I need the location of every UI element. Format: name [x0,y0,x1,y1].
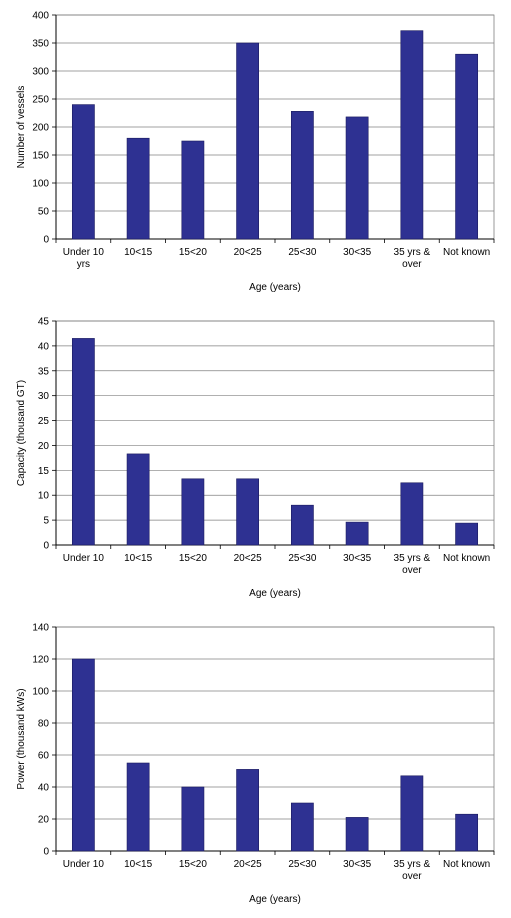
x-tick-label: over [402,565,422,576]
bar [236,769,260,852]
y-tick-label: 15 [38,466,50,477]
x-tick-label: over [402,259,422,270]
bar [455,522,479,546]
plot-area [55,626,495,852]
x-tick-label: over [402,871,422,882]
y-tick-label: 25 [38,416,50,427]
x-tick-label: Under 10 [63,247,105,258]
x-tick-label: 20<25 [234,247,263,258]
y-tick-label: 400 [32,11,49,22]
bar [126,137,150,240]
bar [455,813,479,852]
x-tick-label: 20<25 [234,859,263,870]
y-tick-label: 100 [32,179,49,190]
y-tick-label: 150 [32,151,49,162]
bar [126,762,150,852]
bar [345,116,369,240]
x-tick-label: 10<15 [124,859,153,870]
y-tick-label: 40 [38,783,50,794]
x-axis-title: Age (years) [249,588,301,599]
x-tick-label: 30<35 [343,553,372,564]
y-tick-label: 45 [38,317,50,328]
y-tick-label: 80 [38,719,50,730]
x-tick-label: Not known [443,859,490,870]
x-tick-label: 35 yrs & [394,859,431,870]
x-tick-label: 10<15 [124,247,153,258]
bar [126,453,150,546]
x-tick-label: 35 yrs & [394,553,431,564]
bar [71,658,95,852]
bar [400,482,424,546]
y-tick-label: 35 [38,366,50,377]
y-tick-label: 200 [32,123,49,134]
y-tick-label: 100 [32,687,49,698]
y-tick-label: 120 [32,655,49,666]
x-tick-label: Under 10 [63,859,105,870]
bar [345,521,369,546]
x-tick-label: Not known [443,553,490,564]
x-tick-label: 20<25 [234,553,263,564]
bar [181,478,205,546]
bar [236,478,260,546]
y-tick-label: 5 [43,516,49,527]
bar [236,42,260,240]
y-axis-title: Capacity (thousand GT) [16,380,27,486]
x-tick-label: 25<30 [288,553,317,564]
x-tick-label: 30<35 [343,859,372,870]
y-tick-label: 30 [38,391,50,402]
x-tick-label: Not known [443,247,490,258]
y-tick-label: 140 [32,623,49,634]
x-axis-title: Age (years) [249,894,301,905]
x-tick-label: 15<20 [179,247,208,258]
x-tick-label: yrs [77,259,90,270]
bar [345,817,369,852]
y-tick-label: 60 [38,751,50,762]
x-tick-label: 10<15 [124,553,153,564]
capacity-by-age-chart: 0 5 10 15 20 25 30 35 40 45 Under 10 10<15 15<20 20<2… [16,317,495,599]
y-axis-title: Power (thousand kWs) [16,688,27,789]
y-tick-label: 20 [38,815,50,826]
bar [181,140,205,240]
x-tick-label: 25<30 [288,247,317,258]
x-tick-label: 35 yrs & [394,247,431,258]
y-tick-label: 50 [38,207,50,218]
y-tick-label: 250 [32,95,49,106]
bar [290,802,314,852]
y-tick-label: 0 [43,235,49,246]
y-tick-label: 40 [38,341,50,352]
bar [290,111,314,240]
bar [455,53,479,240]
y-tick-label: 300 [32,67,49,78]
y-tick-label: 10 [38,491,50,502]
x-axis-title: Age (years) [249,282,301,293]
x-tick-label: 15<20 [179,553,208,564]
y-tick-label: 350 [32,39,49,50]
x-tick-label: 15<20 [179,859,208,870]
bar [400,30,424,240]
y-axis-title: Number of vessels [16,86,27,169]
y-tick-label: 0 [43,541,49,552]
x-tick-label: Under 10 [63,553,105,564]
bar [400,775,424,852]
bar [71,338,95,546]
x-tick-label: 25<30 [288,859,317,870]
plot-area [55,320,495,546]
bar [290,504,314,546]
y-tick-label: 0 [43,847,49,858]
bar [181,786,205,852]
power-by-age-chart: 0 20 40 60 80 100 120 140 Under 10 10<15 15<20 20<2… [16,623,495,905]
x-tick-label: 30<35 [343,247,372,258]
y-tick-label: 20 [38,441,50,452]
bar [71,104,95,240]
